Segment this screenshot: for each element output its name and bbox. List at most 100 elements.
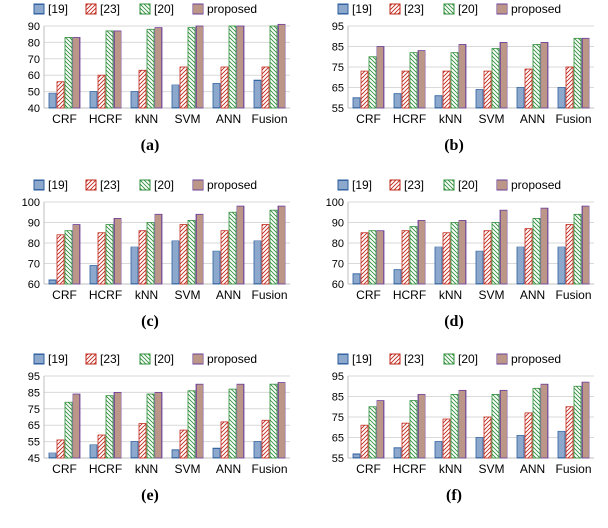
bar-19-fusion — [557, 87, 566, 109]
legend-label-23: [23] — [100, 178, 120, 192]
y-tick-label: 90 — [332, 218, 344, 230]
bar-19-fusion — [557, 430, 566, 459]
bar-23-knn — [442, 70, 451, 109]
bar-23-hcrf — [97, 74, 106, 109]
x-tick-label-hcrf: HCRF — [393, 112, 426, 126]
bar-20-knn — [146, 393, 155, 459]
legend-swatch-20 — [443, 3, 455, 15]
bar-19-crf — [48, 452, 57, 459]
bar-23-svm — [483, 70, 492, 109]
legend-swatch-20 — [139, 179, 151, 191]
bar-23-svm — [483, 230, 492, 285]
chart-panel-f: [19] [23] [20] proposed 55 65 75 85 95 CRF HCRF kNN… — [332, 352, 594, 504]
bar-proposed-ann — [540, 383, 549, 459]
bar-19-knn — [130, 91, 139, 109]
y-tick-label: 100 — [326, 197, 344, 209]
y-tick-label: 65 — [332, 83, 344, 95]
x-tick-label-knn: kNN — [439, 288, 462, 302]
bar-19-ann — [212, 83, 221, 109]
bar-proposed-hcrf — [417, 50, 426, 109]
bar-19-hcrf — [89, 265, 98, 285]
panel-label-d: (d) — [444, 313, 464, 330]
legend-swatch-20 — [139, 353, 151, 365]
bar-proposed-knn — [458, 220, 467, 285]
bar-19-svm — [171, 84, 180, 109]
bar-20-ann — [532, 218, 541, 285]
y-tick-label: 75 — [28, 404, 40, 416]
legend-label-proposed: proposed — [511, 352, 561, 366]
bar-20-hcrf — [105, 395, 114, 459]
bar-proposed-hcrf — [417, 394, 426, 459]
x-tick-label-fusion: Fusion — [555, 112, 591, 126]
y-tick-label: 90 — [28, 21, 40, 33]
bar-proposed-knn — [154, 392, 163, 459]
bar-19-crf — [48, 279, 57, 285]
x-tick-label-crf: CRF — [52, 112, 77, 126]
y-tick-label: 40 — [28, 103, 40, 115]
bar-proposed-crf — [376, 400, 385, 459]
legend-label-proposed: proposed — [511, 178, 561, 192]
bar-19-knn — [130, 246, 139, 285]
legend-swatch-proposed — [496, 353, 508, 365]
bar-20-ann — [228, 388, 237, 459]
bar-23-svm — [179, 66, 188, 109]
x-tick-label-svm: SVM — [478, 112, 504, 126]
legend-swatch-19 — [33, 3, 45, 15]
y-tick-label: 65 — [28, 420, 40, 432]
y-tick-label: 60 — [332, 279, 344, 291]
y-tick-label: 80 — [28, 37, 40, 49]
bar-20-crf — [368, 230, 377, 285]
bar-proposed-fusion — [581, 37, 590, 109]
bar-19-crf — [352, 97, 361, 109]
bar-19-ann — [212, 250, 221, 285]
bar-23-fusion — [565, 406, 574, 459]
bar-23-crf — [56, 439, 65, 459]
y-tick-label: 90 — [28, 218, 40, 230]
bar-proposed-ann — [236, 25, 245, 109]
x-tick-label-knn: kNN — [439, 112, 462, 126]
bar-19-svm — [171, 449, 180, 459]
y-tick-label: 55 — [28, 437, 40, 449]
x-tick-label-crf: CRF — [356, 112, 381, 126]
y-tick-label: 55 — [332, 453, 344, 465]
bar-23-crf — [360, 424, 369, 459]
legend-label-19: [19] — [352, 2, 372, 16]
y-tick-label: 60 — [28, 279, 40, 291]
bar-proposed-fusion — [277, 382, 286, 459]
bar-19-hcrf — [89, 91, 98, 109]
y-tick-label: 50 — [28, 87, 40, 99]
bar-proposed-ann — [236, 205, 245, 285]
bar-19-fusion — [253, 240, 262, 285]
bar-23-fusion — [261, 224, 270, 285]
bar-23-hcrf — [401, 230, 410, 285]
bar-proposed-crf — [376, 230, 385, 285]
legend-swatch-proposed — [496, 179, 508, 191]
x-tick-label-ann: ANN — [520, 288, 545, 302]
x-tick-label-hcrf: HCRF — [89, 288, 122, 302]
bar-20-fusion — [269, 209, 278, 285]
legend-swatch-proposed — [192, 179, 204, 191]
legend-swatch-19 — [337, 179, 349, 191]
bar-proposed-knn — [458, 44, 467, 109]
bar-19-fusion — [253, 441, 262, 459]
bar-proposed-crf — [72, 37, 81, 109]
bar-23-ann — [220, 66, 229, 109]
bar-23-fusion — [565, 66, 574, 109]
bar-20-svm — [187, 220, 196, 285]
legend-label-proposed: proposed — [207, 178, 257, 192]
x-tick-label-svm: SVM — [174, 288, 200, 302]
bar-23-ann — [220, 421, 229, 459]
x-tick-label-svm: SVM — [478, 288, 504, 302]
bar-20-hcrf — [409, 400, 418, 459]
bar-20-svm — [187, 27, 196, 109]
bar-20-fusion — [573, 37, 582, 109]
legend-label-20: [20] — [458, 2, 478, 16]
legend-swatch-20 — [443, 179, 455, 191]
bar-proposed-knn — [154, 27, 163, 109]
bar-19-svm — [171, 240, 180, 285]
bar-20-fusion — [573, 213, 582, 285]
y-tick-label: 85 — [28, 387, 40, 399]
bar-19-crf — [352, 273, 361, 285]
legend-swatch-19 — [33, 353, 45, 365]
